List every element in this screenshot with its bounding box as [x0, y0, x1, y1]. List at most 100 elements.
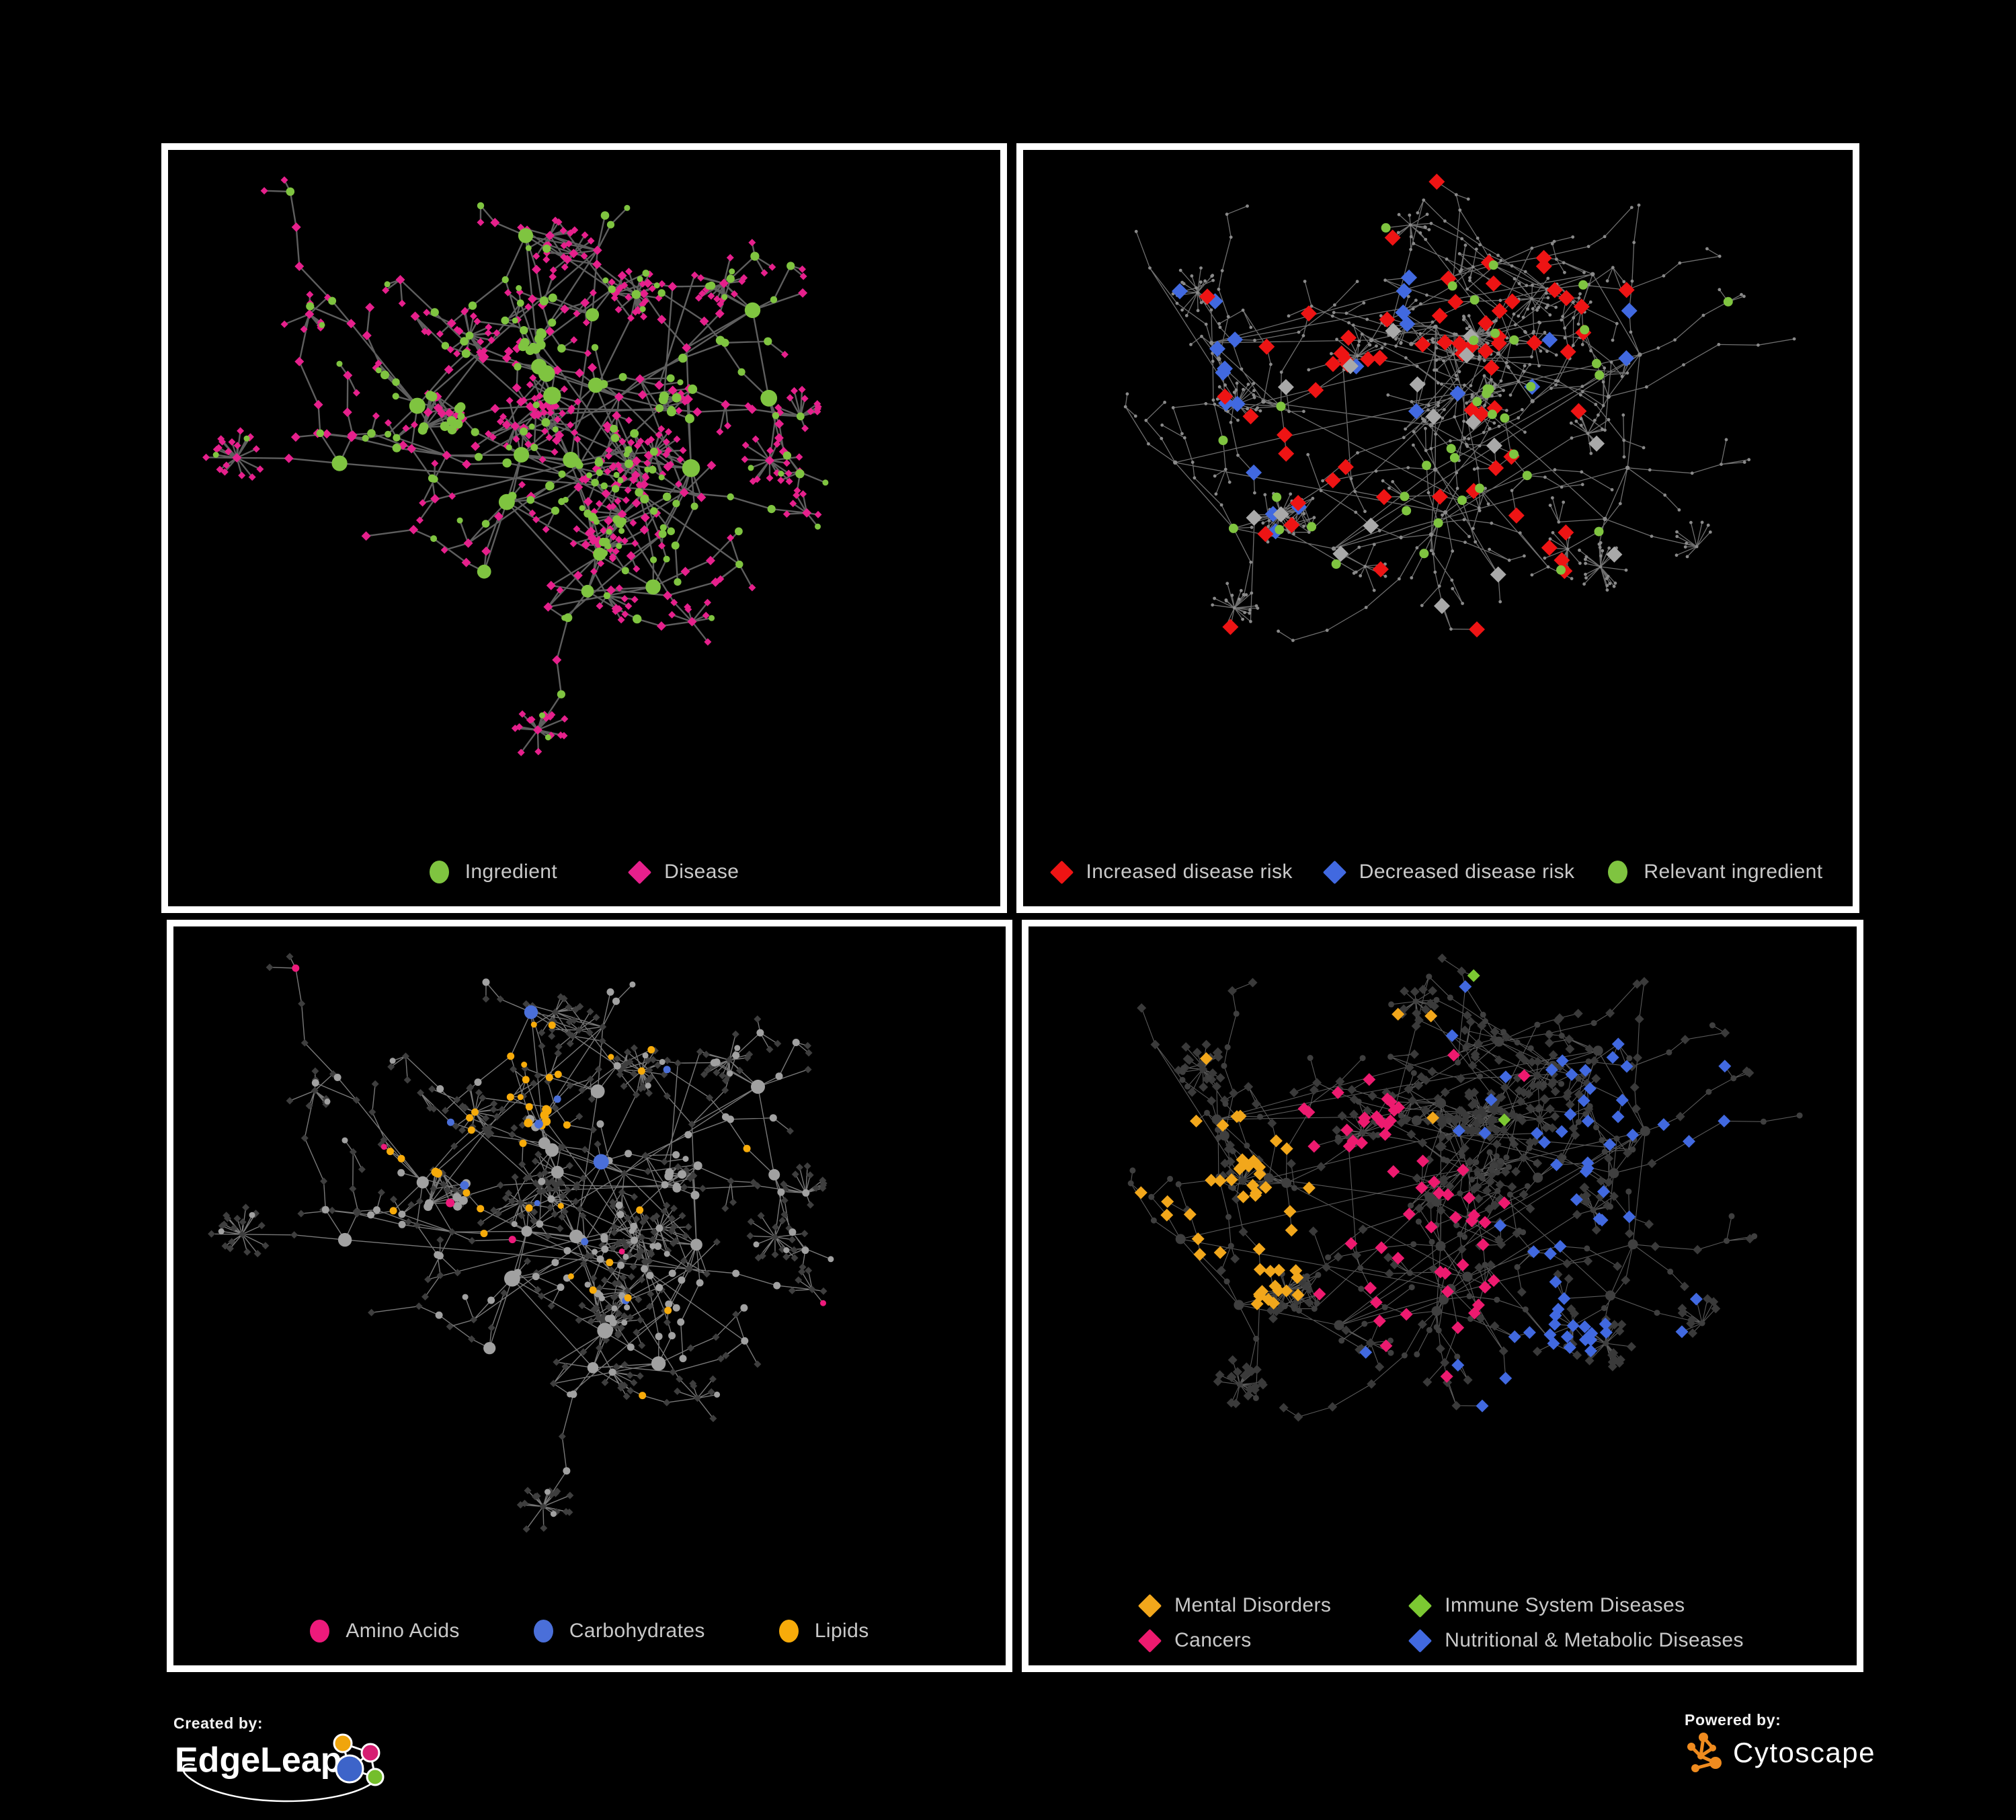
highlight-ingredient-node	[606, 528, 612, 535]
legend-swatch-diamond	[1137, 1593, 1162, 1618]
ingredient-node	[1462, 1271, 1473, 1282]
ingredient-node	[1603, 1340, 1609, 1347]
highlight-ingredient-node	[331, 455, 348, 471]
ingredient-node	[1477, 506, 1481, 510]
ingredient-node	[1554, 258, 1558, 261]
ingredient-node	[1606, 394, 1611, 399]
ingredient-node	[677, 1318, 685, 1326]
ingredient-node	[532, 1273, 540, 1281]
ingredient-node	[1302, 409, 1305, 413]
ingredient-node	[1465, 327, 1469, 330]
ingredient-node	[1462, 420, 1465, 423]
ingredient-node	[1249, 620, 1252, 623]
highlight-ingredient-node	[516, 285, 522, 291]
ingredient-node	[1178, 268, 1182, 272]
ingredient-node	[1428, 532, 1434, 537]
highlight-ingredient-node	[545, 481, 555, 491]
ingredient-node	[1225, 582, 1229, 586]
edgeleap-network-icon	[333, 1733, 385, 1786]
ingredient-node	[1160, 423, 1164, 427]
ingredient-node	[1584, 572, 1587, 576]
legend-item-immune-system-diseases: Immune System Diseases	[1408, 1593, 1744, 1618]
highlight-ingredient-node	[658, 530, 667, 539]
ingredient-node	[1599, 1137, 1605, 1144]
highlight-ingredient-node	[562, 496, 569, 503]
ingredient-node	[1303, 1273, 1310, 1279]
ingredient-node	[1398, 577, 1401, 581]
ingredient-node	[587, 1362, 599, 1374]
highlight-ingredient-node	[468, 301, 477, 310]
ingredient-node	[551, 1166, 564, 1179]
ingredient-node	[1569, 421, 1573, 425]
highlight-ingredient-node	[787, 262, 795, 270]
ingredient-node	[1451, 352, 1455, 356]
highlight-ingredient-node	[561, 615, 568, 621]
ingredient-node	[1443, 510, 1448, 515]
highlight-ingredient-node	[642, 270, 650, 277]
ingredient-node	[1667, 1268, 1674, 1275]
ingredient-node	[1431, 552, 1435, 556]
ingredient-node	[1615, 321, 1619, 325]
ingredient-node	[1462, 1045, 1469, 1052]
ingredient-node	[1611, 266, 1615, 270]
ingredient-node	[1454, 1353, 1461, 1360]
ingredient-node	[1589, 452, 1593, 455]
ingredient-node	[1461, 1234, 1468, 1240]
ingredient-node	[1580, 483, 1584, 487]
highlight-ingredient-node	[456, 517, 463, 524]
ingredient-node	[1388, 1001, 1395, 1008]
highlight-ingredient-node	[663, 555, 670, 563]
legend-swatch-circle	[533, 1620, 553, 1643]
ingredient-node	[1607, 546, 1611, 550]
highlight-ingredient-node	[639, 306, 646, 313]
ingredient-node	[1478, 509, 1482, 512]
highlight-ingredient-node	[636, 1206, 644, 1214]
highlight-ingredient-node	[650, 507, 658, 515]
ingredient-node	[1220, 269, 1224, 272]
ingredient-node	[1580, 343, 1584, 346]
highlight-ingredient-node	[645, 579, 661, 595]
highlight-ingredient-node	[1592, 358, 1601, 368]
ingredient-node	[1523, 554, 1526, 558]
ingredient-node	[1409, 235, 1413, 239]
ingredient-node	[1609, 1168, 1619, 1179]
ingredient-node	[1244, 593, 1248, 596]
ingredient-node	[1349, 477, 1353, 481]
network-disease-risk	[1123, 173, 1796, 642]
ingredient-node	[1465, 442, 1468, 446]
ingredient-node	[1494, 1169, 1500, 1176]
legend-disease-risk: Increased disease risk Decreased disease …	[1023, 860, 1853, 884]
ingredient-node	[1433, 368, 1436, 372]
ingredient-node	[1476, 236, 1480, 240]
ingredient-node	[1225, 1214, 1232, 1220]
ingredient-node	[655, 1283, 663, 1292]
ingredient-node	[1204, 322, 1208, 326]
highlight-ingredient-node	[554, 1070, 562, 1078]
ingredient-node	[1677, 508, 1681, 512]
ingredient-node	[1577, 296, 1581, 300]
highlight-ingredient-node	[1402, 506, 1412, 516]
ingredient-node	[1406, 466, 1410, 469]
highlight-ingredient-node	[653, 282, 660, 288]
highlight-ingredient-node	[674, 578, 682, 586]
ingredient-node	[642, 1052, 649, 1059]
ingredient-node	[1436, 381, 1440, 385]
ingredient-node	[1287, 530, 1291, 534]
ingredient-node	[1200, 334, 1203, 338]
ingredient-node	[1425, 293, 1428, 297]
highlight-ingredient-node	[328, 296, 337, 305]
legend-swatch-diamond	[1408, 1628, 1433, 1653]
ingredient-node	[1359, 1055, 1366, 1062]
ingredient-node	[1221, 1062, 1227, 1069]
ingredient-node	[1250, 526, 1254, 529]
ingredient-node	[1700, 520, 1704, 524]
ingredient-node	[1415, 1218, 1422, 1225]
ingredient-node	[1629, 206, 1634, 209]
highlight-ingredient-node	[465, 331, 474, 340]
legend-swatch-circle	[310, 1620, 330, 1643]
panel-disease-risk: Increased disease risk Decreased disease …	[1016, 143, 1859, 913]
highlight-ingredient-node	[796, 412, 805, 421]
ingredient-node	[612, 997, 620, 1005]
highlight-ingredient-node	[586, 308, 600, 321]
ingredient-node	[1256, 606, 1260, 610]
